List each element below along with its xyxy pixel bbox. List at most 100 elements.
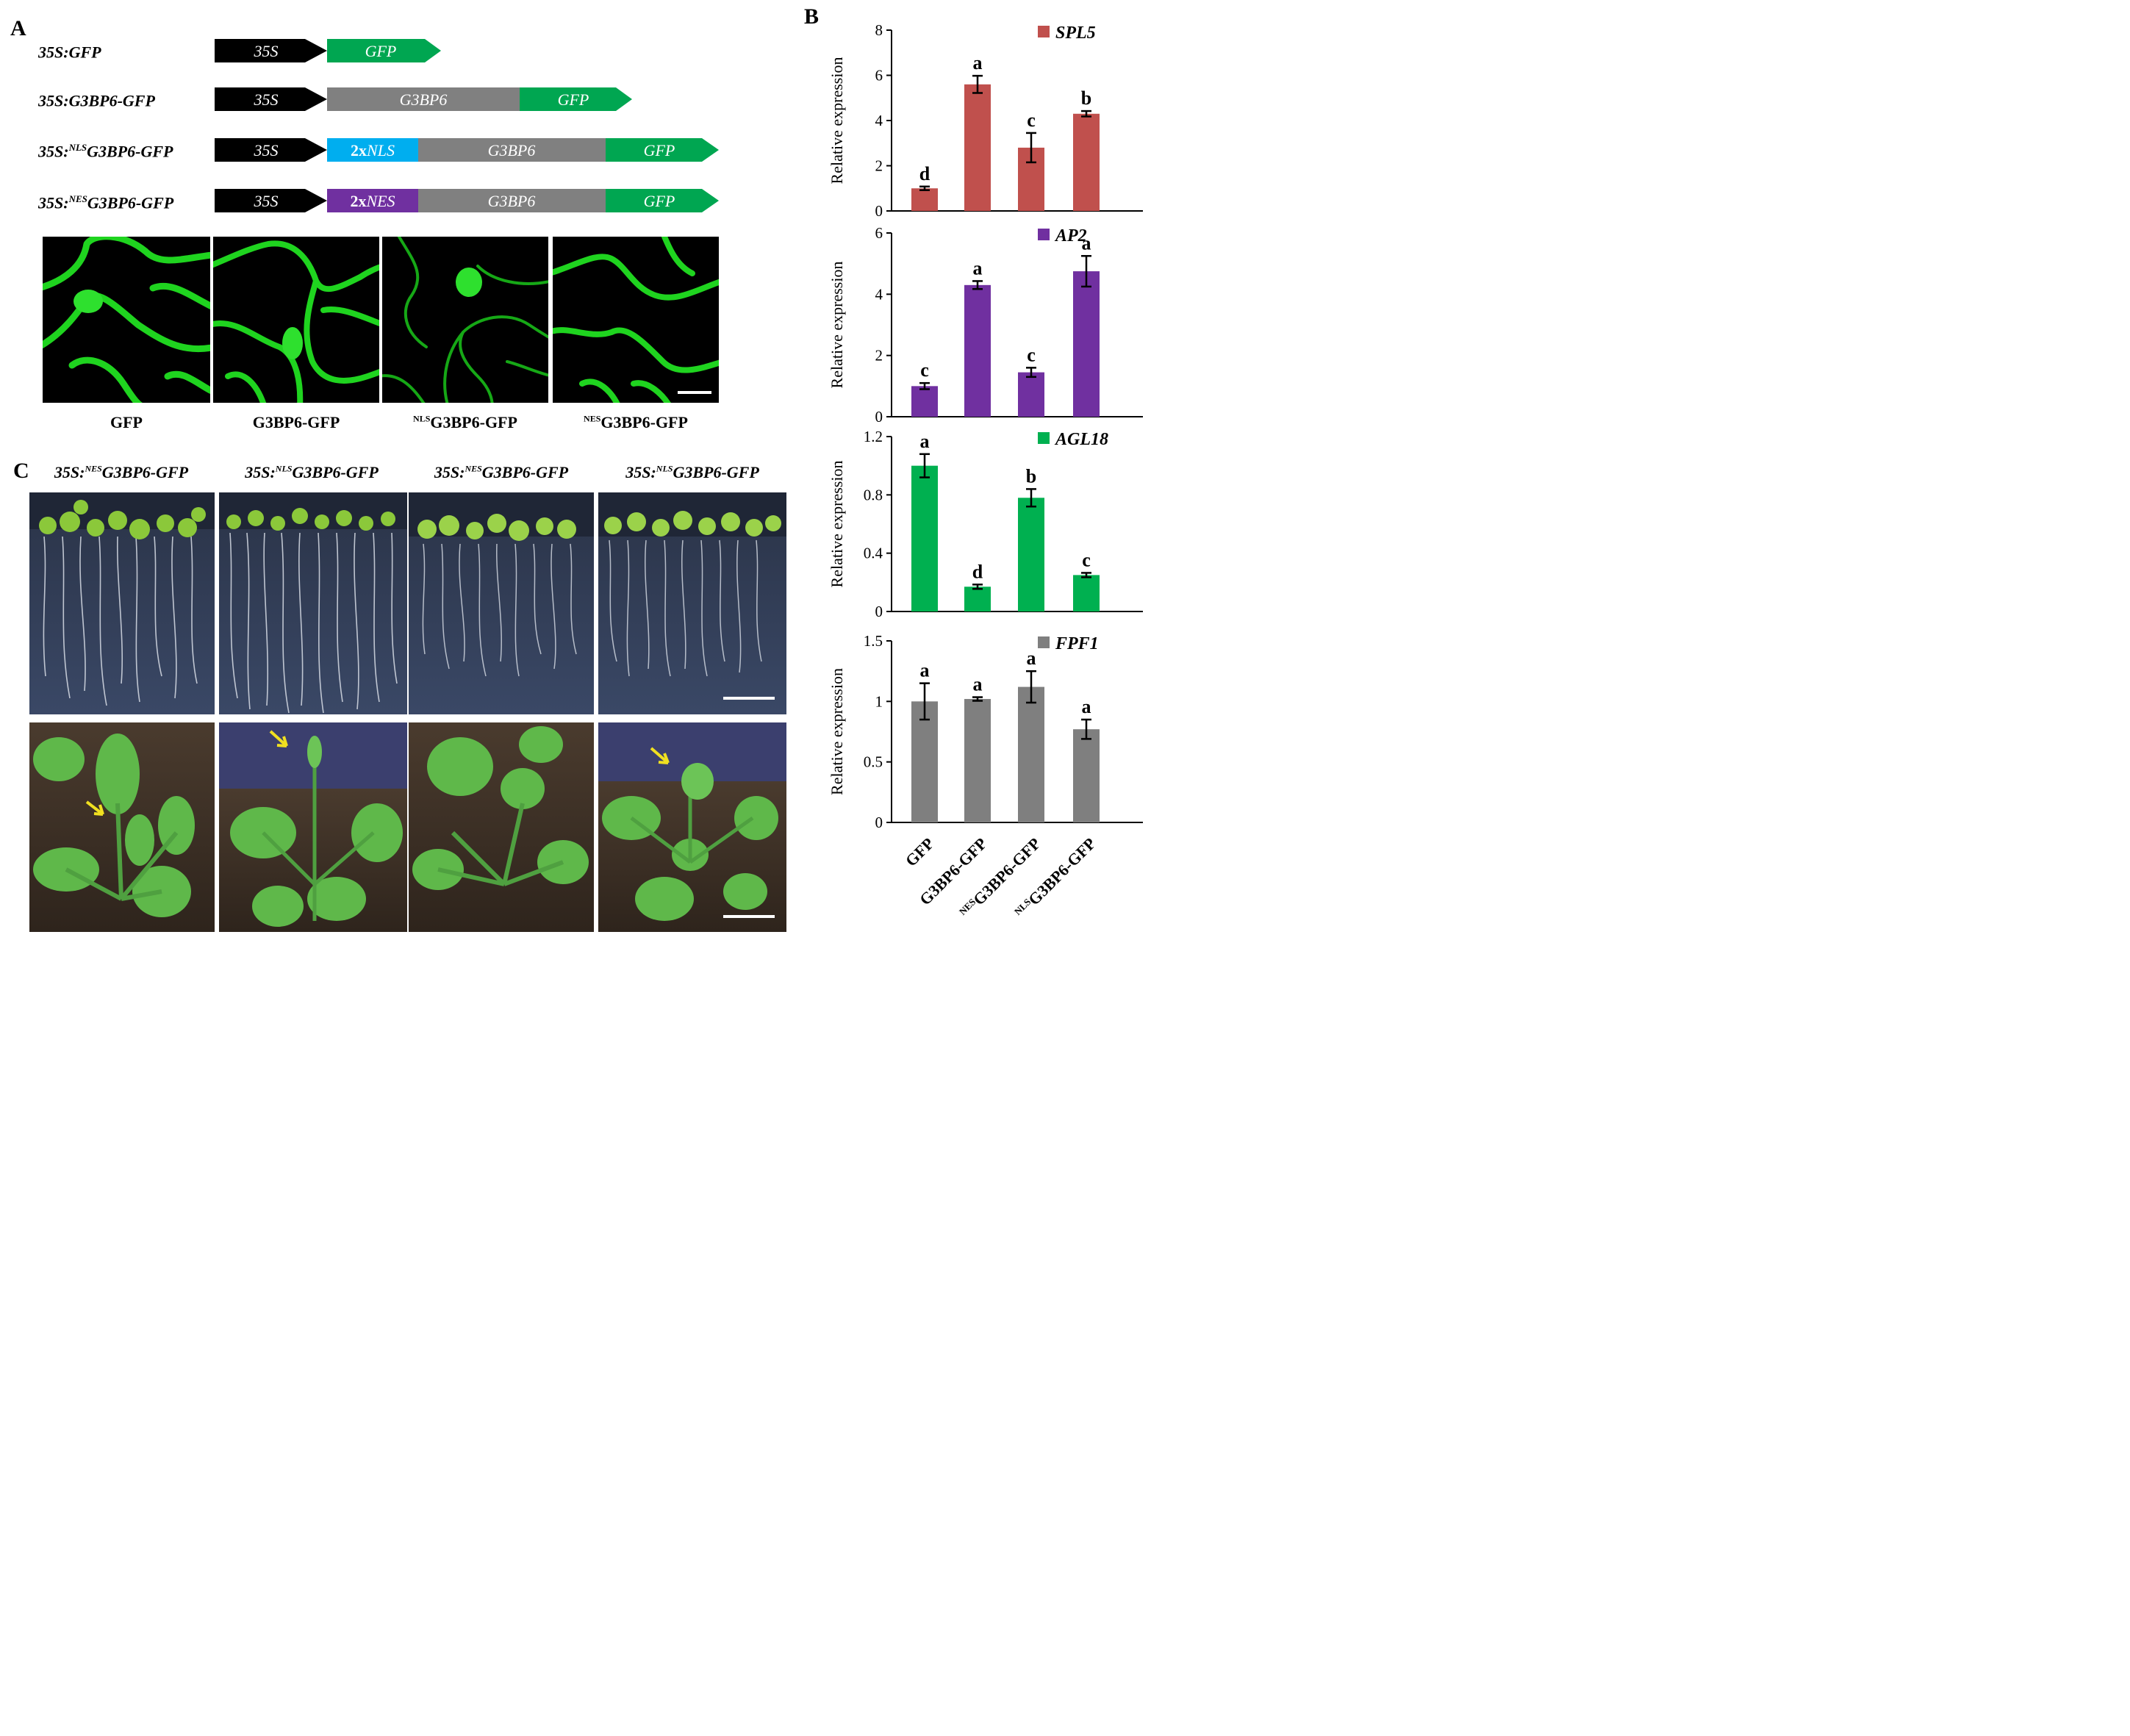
significance-letter: a <box>920 660 930 681</box>
construct-name: 35S:G3BP6-GFP <box>38 91 155 110</box>
segment-label: G3BP6 <box>488 192 536 210</box>
bar <box>1018 498 1044 611</box>
construct-name: 35S:NLSG3BP6-GFP <box>38 142 173 161</box>
rosette-photo-2 <box>219 722 407 932</box>
significance-letter: a <box>973 674 983 695</box>
scale-bar <box>723 697 775 700</box>
significance-letter: a <box>1082 696 1091 717</box>
nes-segment <box>327 189 418 212</box>
significance-letter: b <box>1026 465 1036 487</box>
legend-swatch <box>1038 229 1050 240</box>
promoter-35s-arrow <box>215 39 327 62</box>
segment-label: GFP <box>644 141 675 159</box>
segment-label: GFP <box>558 90 589 109</box>
category-label: GFP <box>902 834 938 870</box>
arrow-icon <box>85 800 104 816</box>
segment-label: GFP <box>644 192 675 210</box>
y-tick-label: 0 <box>875 603 883 620</box>
bar <box>911 701 938 822</box>
construct-name: 35S:NESG3BP6-GFP <box>38 193 174 212</box>
segment-label: 2xNES <box>350 192 395 210</box>
bar <box>911 188 938 211</box>
segment-label: 35S <box>254 141 279 159</box>
root-photos <box>29 492 786 714</box>
significance-letter: c <box>920 359 929 381</box>
y-tick-label: 0 <box>875 202 883 220</box>
y-axis-label: Relative expression <box>828 461 846 588</box>
g3bp6-segment <box>327 87 520 111</box>
scale-bar <box>678 391 711 394</box>
g3bp6-segment <box>418 189 606 212</box>
y-tick-label: 0.5 <box>864 753 883 771</box>
bar <box>1073 271 1100 417</box>
scale-bar <box>723 915 775 918</box>
rosette-photo-3 <box>409 722 594 932</box>
rosette-photos <box>29 722 786 932</box>
bar <box>1018 372 1044 417</box>
panel-label-b: B <box>804 4 820 29</box>
micrograph-label: GFP <box>110 413 143 431</box>
construct-row-nls: 35S 2xNLS G3BP6 GFP <box>215 138 719 162</box>
gfp-segment <box>327 39 441 62</box>
y-tick-label: 1.2 <box>864 428 883 445</box>
confocal-image-gfp <box>43 237 210 403</box>
significance-letter: a <box>973 52 983 73</box>
confocal-image-g3bp6-gfp <box>213 237 379 403</box>
micrograph-label: NLSG3BP6-GFP <box>413 413 517 431</box>
significance-letter: a <box>1027 648 1036 669</box>
significance-letter: c <box>1027 110 1036 131</box>
y-tick-label: 0 <box>875 408 883 426</box>
significance-letter: a <box>1082 232 1091 254</box>
y-axis-label: Relative expression <box>828 668 846 795</box>
bar <box>1073 113 1100 211</box>
segment-label: GFP <box>365 42 397 60</box>
y-tick-label: 2 <box>875 347 883 365</box>
y-tick-label: 6 <box>875 224 883 242</box>
gfp-segment <box>606 138 719 162</box>
bar <box>911 465 938 611</box>
significance-letter: a <box>920 431 930 452</box>
legend-swatch <box>1038 636 1050 648</box>
root-photo-4 <box>598 492 786 714</box>
g3bp6-segment <box>418 138 606 162</box>
arrow-icon <box>650 747 670 764</box>
root-photo-2 <box>219 492 407 714</box>
bar <box>964 587 991 611</box>
y-tick-label: 0.4 <box>864 545 883 562</box>
arrow-icon <box>269 730 288 747</box>
construct-row-nes: 35S 2xNES G3BP6 GFP <box>215 189 719 212</box>
rosette-photo-4 <box>598 722 786 932</box>
promoter-35s-arrow <box>215 189 327 212</box>
y-tick-label: 0.8 <box>864 486 883 503</box>
y-tick-label: 4 <box>875 112 883 129</box>
segment-label: 2xNLS <box>351 141 395 159</box>
construct-name: 35S:GFP <box>38 43 101 62</box>
micrograph-label: NESG3BP6-GFP <box>584 413 688 431</box>
legend-swatch <box>1038 26 1050 37</box>
y-tick-label: 6 <box>875 67 883 85</box>
y-tick-label: 1 <box>875 692 883 710</box>
y-axis-label: Relative expression <box>828 262 846 389</box>
significance-letter: b <box>1081 87 1091 109</box>
gfp-segment <box>606 189 719 212</box>
root-photo-3 <box>409 492 594 714</box>
significance-letter: c <box>1027 344 1036 365</box>
y-tick-label: 4 <box>875 285 883 303</box>
bar <box>1018 686 1044 822</box>
confocal-image-nes-g3bp6-gfp <box>553 237 719 403</box>
bar <box>1073 575 1100 611</box>
nls-segment <box>327 138 418 162</box>
seedling-title: 35S:NESG3BP6-GFP <box>434 463 569 481</box>
bar <box>964 84 991 211</box>
y-tick-label: 0 <box>875 814 883 831</box>
micrograph-label: G3BP6-GFP <box>252 413 340 431</box>
seedling-title: 35S:NESG3BP6-GFP <box>54 463 189 481</box>
significance-letter: c <box>1082 549 1091 570</box>
y-tick-label: 1.5 <box>864 632 883 650</box>
bar <box>964 284 991 417</box>
seedling-title: 35S:NLSG3BP6-GFP <box>625 463 759 481</box>
rosette-photo-1 <box>29 722 215 932</box>
construct-diagram: 35S GFP 35S G3BP6 GFP 35S 2xNLS G3BP6 GF… <box>215 39 719 212</box>
legend-label: AP2 <box>1054 226 1087 245</box>
panel-label-c: C <box>13 459 29 483</box>
